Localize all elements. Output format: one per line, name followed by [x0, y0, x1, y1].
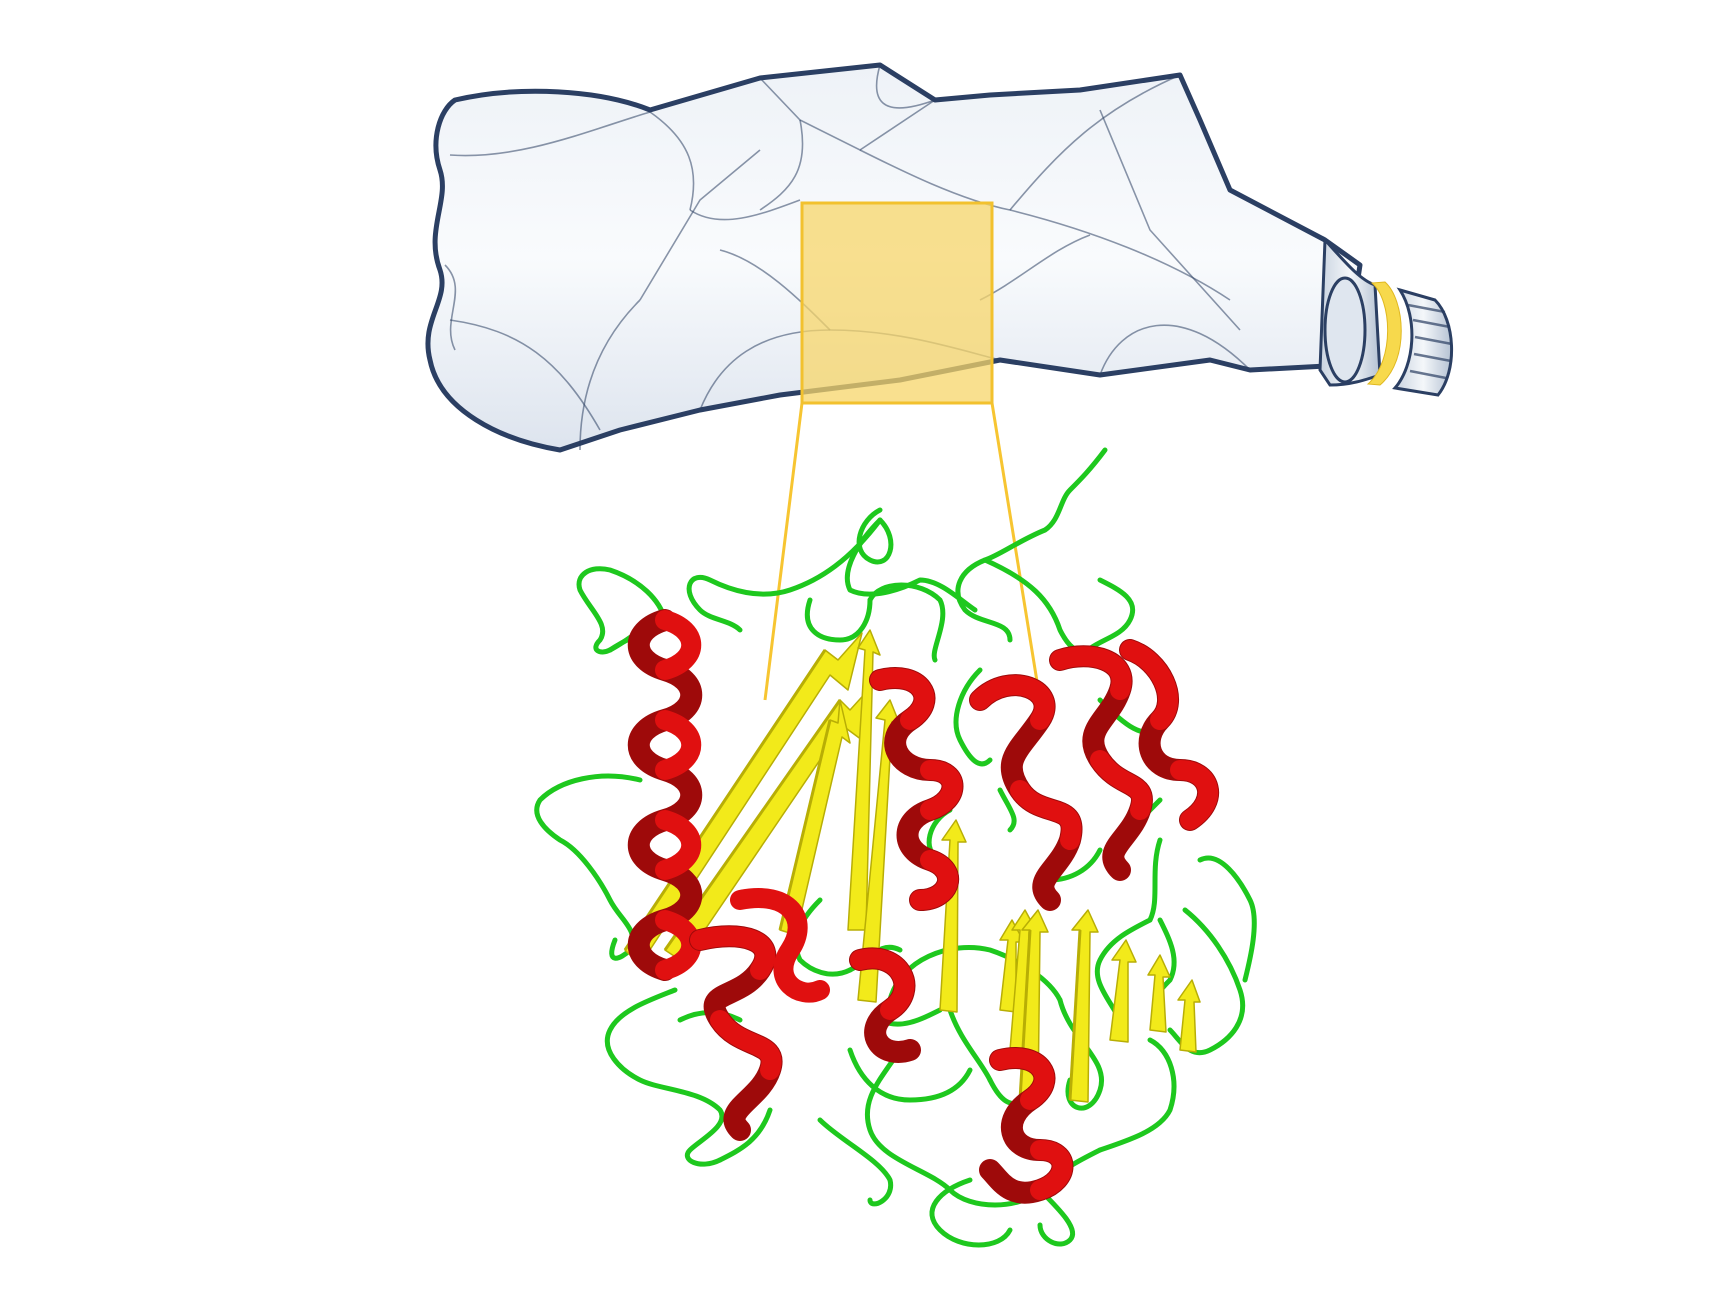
bottle-cap-threads	[1392, 287, 1454, 397]
cap-thread-lines	[1407, 303, 1453, 380]
zoom-highlight-box	[800, 201, 994, 405]
helix-lower-left	[689, 888, 830, 1141]
bottle-mouth	[1323, 276, 1367, 384]
helix-right-lower	[979, 1047, 1074, 1204]
alpha-helices	[627, 609, 1220, 1204]
zoom-connector-lines	[763, 402, 1042, 701]
enzyme-ribbon-icon	[534, 447, 1257, 1248]
helix-left	[627, 609, 703, 981]
helix-middle	[849, 667, 964, 1063]
bottle-neck-ring	[1366, 281, 1402, 386]
helix-right-upper	[969, 639, 1220, 911]
